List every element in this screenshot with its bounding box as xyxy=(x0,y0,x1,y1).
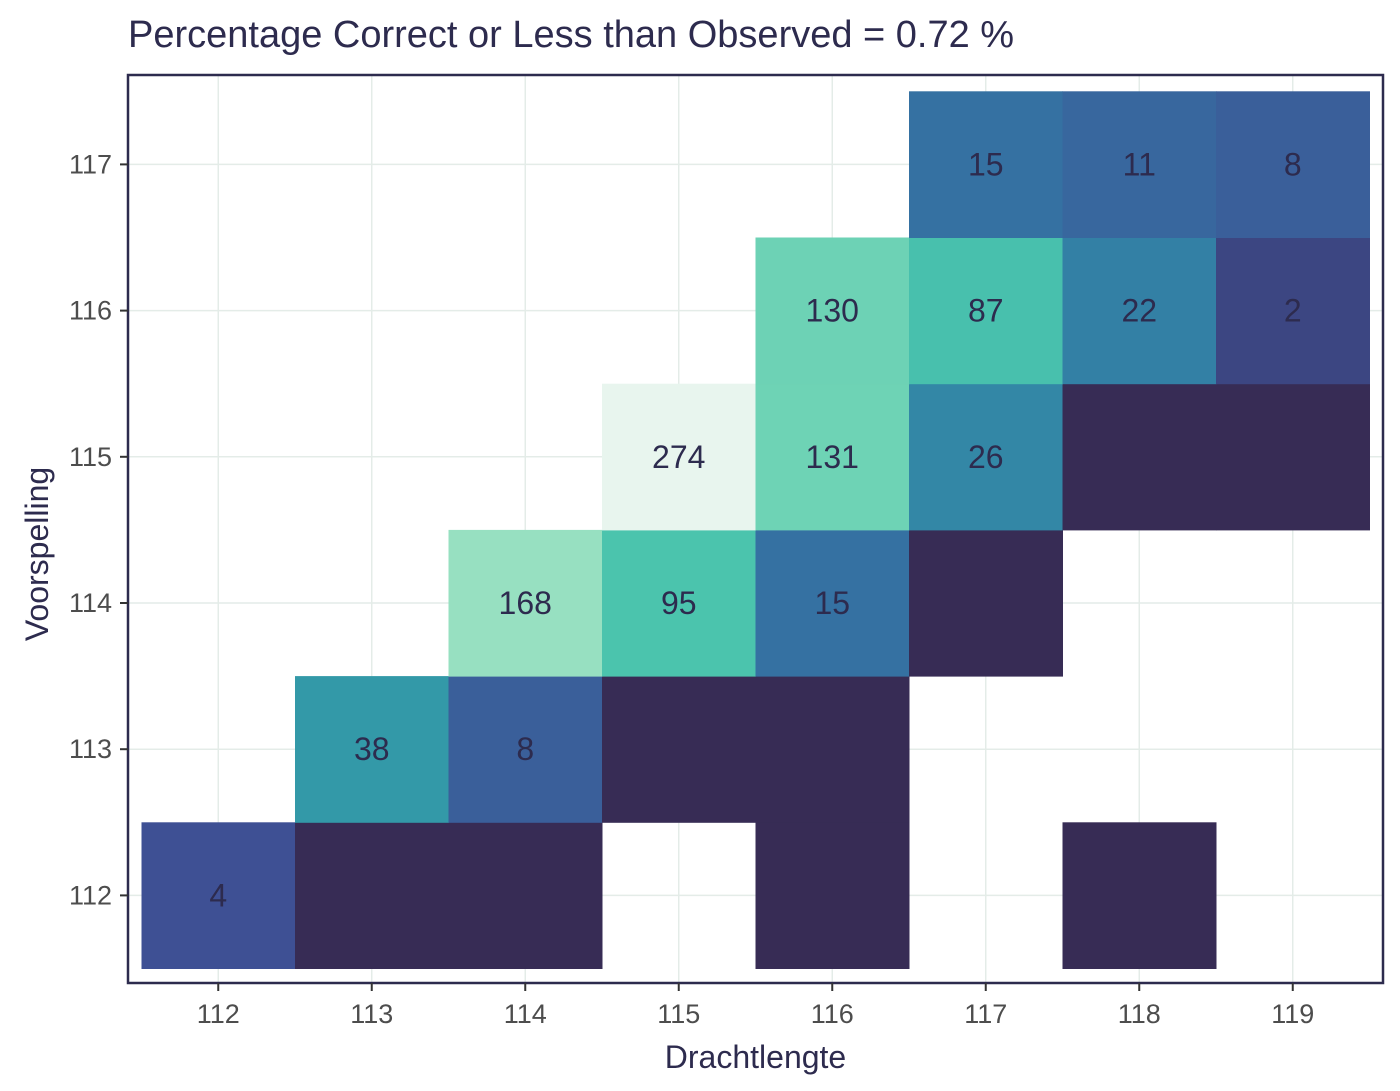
cell-label-119-116: 2 xyxy=(1284,293,1302,329)
heatmap-cell-116-115 xyxy=(755,383,910,531)
cell-label-117-115: 26 xyxy=(968,439,1004,475)
cell-label-117-116: 87 xyxy=(968,293,1004,329)
heatmap-cell-114-114 xyxy=(448,529,603,677)
heatmap-cell-118-112 xyxy=(1062,822,1217,969)
heatmap-cell-116-114 xyxy=(755,529,910,677)
cell-label-115-114: 95 xyxy=(661,585,697,621)
x-tick-label-118: 118 xyxy=(1118,999,1161,1029)
cell-label-115-115: 274 xyxy=(652,439,705,475)
heatmap-cell-116-112 xyxy=(755,822,910,969)
x-tick-label-116: 116 xyxy=(811,999,854,1029)
y-axis-title: Voorspelling xyxy=(19,467,55,641)
heatmap-cell-118-117 xyxy=(1062,91,1217,238)
heatmap-cell-118-115 xyxy=(1062,383,1217,531)
cell-label-118-117: 11 xyxy=(1123,146,1156,182)
heatmap-cells xyxy=(141,91,1370,969)
heatmap-cell-113-113 xyxy=(295,676,449,823)
x-tick-label-113: 113 xyxy=(350,999,393,1029)
cell-label-116-115: 131 xyxy=(806,439,859,475)
x-axis-title: Drachtlengte xyxy=(665,1039,846,1075)
x-tick-label-114: 114 xyxy=(504,999,547,1029)
heatmap-cell-115-115 xyxy=(602,383,756,531)
heatmap-cell-115-114 xyxy=(602,529,756,677)
heatmap-cell-117-114 xyxy=(909,529,1063,677)
heatmap-cell-116-116 xyxy=(755,237,910,385)
heatmap-cell-117-115 xyxy=(909,383,1063,531)
x-tick-label-117: 117 xyxy=(964,999,1007,1029)
y-tick-label-115: 115 xyxy=(69,442,112,472)
y-tick-label-117: 117 xyxy=(69,149,112,179)
cell-label-113-113: 38 xyxy=(354,731,390,767)
cell-label-119-117: 8 xyxy=(1284,146,1302,182)
heatmap-cell-113-112 xyxy=(295,822,449,969)
x-tick-label-115: 115 xyxy=(657,999,700,1029)
y-tick-label-112: 112 xyxy=(69,880,112,910)
y-tick-label-113: 113 xyxy=(69,734,112,764)
heatmap-cell-118-116 xyxy=(1062,237,1217,385)
cell-label-114-114: 168 xyxy=(499,585,552,621)
chart-title: Percentage Correct or Less than Observed… xyxy=(128,14,1015,56)
heatmap-cell-117-116 xyxy=(909,237,1063,385)
heatmap-cell-114-112 xyxy=(448,822,603,969)
panel-border xyxy=(126,73,1385,985)
cell-label-118-116: 22 xyxy=(1121,293,1157,329)
heatmap-cell-116-113 xyxy=(755,676,910,823)
heatmap-cell-114-113 xyxy=(448,676,603,823)
heatmap-cell-115-113 xyxy=(602,676,756,823)
y-tick-label-116: 116 xyxy=(69,296,112,326)
heatmap-cell-119-116 xyxy=(1216,237,1370,385)
cell-label-114-113: 8 xyxy=(516,731,534,767)
heatmap-cell-112-112 xyxy=(141,822,296,969)
y-tick-label-114: 114 xyxy=(69,588,112,618)
cell-label-112-112: 4 xyxy=(209,877,227,913)
cell-label-116-116: 130 xyxy=(806,293,859,329)
cell-label-117-117: 15 xyxy=(968,146,1004,182)
axes: 112 113 114 115 116 117 118 1191121131141151161… xyxy=(69,149,1314,1029)
cell-label-116-114: 15 xyxy=(814,585,850,621)
x-tick-label-112: 112 xyxy=(197,999,240,1029)
heatmap-cell-119-115 xyxy=(1216,383,1370,531)
heatmap-cell-119-117 xyxy=(1216,91,1370,238)
x-tick-label-119: 119 xyxy=(1271,999,1314,1029)
heatmap-cell-117-117 xyxy=(909,91,1063,238)
